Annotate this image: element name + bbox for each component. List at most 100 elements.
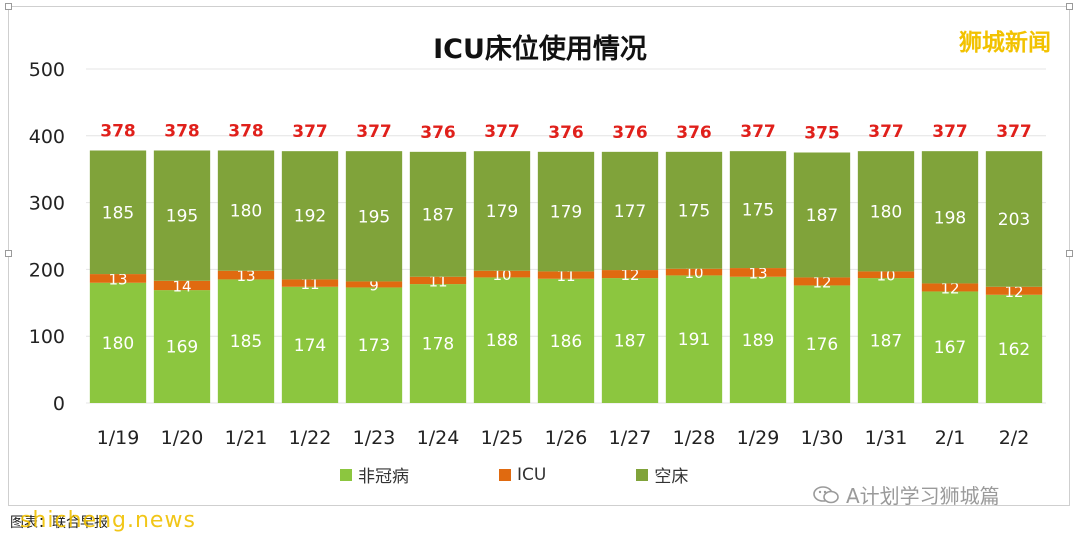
x-tick-label: 1/28 xyxy=(673,427,716,449)
total-label: 376 xyxy=(420,123,456,143)
data-label-non-covid: 186 xyxy=(550,332,582,352)
bar-stack: 169 14 195 378 xyxy=(153,121,211,403)
total-label: 377 xyxy=(356,122,392,142)
bar-segment-empty xyxy=(409,151,467,277)
data-label-empty: 179 xyxy=(486,202,518,222)
y-tick-label: 0 xyxy=(53,393,65,415)
data-label-icu: 13 xyxy=(108,270,127,288)
bar-segment-empty xyxy=(601,151,659,271)
bar-segment-icu xyxy=(729,268,787,277)
x-tick-label: 1/31 xyxy=(865,427,908,449)
bar-segment-icu xyxy=(921,283,979,292)
y-tick-label: 200 xyxy=(29,259,65,281)
bar-segment-empty xyxy=(89,150,147,275)
x-tick-label: 1/30 xyxy=(801,427,844,449)
total-label: 377 xyxy=(932,122,968,142)
bar-segment-empty xyxy=(217,150,275,271)
resize-handle-right-mid[interactable] xyxy=(1066,250,1073,257)
data-label-icu: 11 xyxy=(300,275,319,293)
bar-segment-non-covid xyxy=(217,279,275,403)
bar-segment-non-covid xyxy=(601,278,659,403)
data-label-empty: 192 xyxy=(294,206,326,226)
brand-logo-text: 狮城新闻 xyxy=(959,30,1051,56)
bar-segment-empty xyxy=(473,151,531,271)
chart-title: ICU床位使用情况 xyxy=(433,34,647,65)
data-label-non-covid: 191 xyxy=(678,330,710,350)
data-label-icu: 14 xyxy=(172,277,191,295)
data-label-empty: 195 xyxy=(166,207,198,227)
data-label-non-covid: 167 xyxy=(934,338,966,358)
legend-label-icu: ICU xyxy=(517,464,547,485)
x-tick-label: 2/2 xyxy=(999,427,1030,449)
bar-segment-icu xyxy=(857,271,915,279)
bar-segment-icu xyxy=(473,270,531,278)
bar-segment-non-covid xyxy=(857,278,915,403)
bar-segment-empty xyxy=(793,152,851,278)
y-tick-label: 100 xyxy=(29,326,65,348)
bar-segment-non-covid xyxy=(89,282,147,403)
total-label: 375 xyxy=(804,124,840,144)
bars: 180 13 185 378 169 14 195 378 185 13 180 378 174 11 19… xyxy=(89,121,1043,403)
data-label-icu: 11 xyxy=(428,272,447,290)
bar-segment-non-covid xyxy=(921,291,979,403)
x-tick-label: 1/25 xyxy=(481,427,524,449)
total-label: 378 xyxy=(164,121,200,141)
bar-stack: 178 11 187 376 xyxy=(409,123,467,403)
data-label-icu: 13 xyxy=(748,264,767,282)
legend: 非冠病 ICU 空床 xyxy=(340,462,688,487)
data-label-empty: 177 xyxy=(614,202,646,222)
bar-segment-non-covid xyxy=(537,278,595,403)
legend-swatch-icu xyxy=(499,468,511,481)
bar-segment-non-covid xyxy=(729,276,787,403)
bar-segment-non-covid xyxy=(793,285,851,403)
resize-handle-left-mid[interactable] xyxy=(5,250,12,257)
site-watermark: shicheng.news xyxy=(20,508,196,533)
bar-segment-empty xyxy=(345,151,403,282)
x-axis-ticks: 1/19 1/20 1/21 1/22 1/23 1/24 1/25 1/26 1/27 1/28… xyxy=(97,427,1030,449)
y-tick-label: 500 xyxy=(29,59,65,81)
data-label-empty: 187 xyxy=(422,205,454,225)
resize-handle-top-right[interactable] xyxy=(1066,3,1073,10)
wechat-watermark: A计划学习狮城篇 xyxy=(812,480,1000,509)
data-label-empty: 180 xyxy=(870,202,902,222)
bar-segment-icu xyxy=(409,276,467,285)
resize-handle-top-left[interactable] xyxy=(5,3,12,10)
bar-segment-icu xyxy=(281,279,339,287)
bar-stack: 176 12 187 375 xyxy=(793,124,851,403)
total-label: 378 xyxy=(100,121,136,141)
bar-segment-non-covid xyxy=(665,275,723,403)
data-label-non-covid: 162 xyxy=(998,340,1030,360)
data-label-empty: 195 xyxy=(358,207,390,227)
bar-segment-icu xyxy=(665,268,723,276)
y-tick-label: 300 xyxy=(29,193,65,215)
legend-swatch-non-covid xyxy=(340,468,352,481)
bar-segment-non-covid xyxy=(281,286,339,403)
data-label-icu: 11 xyxy=(556,267,575,285)
bar-segment-empty xyxy=(153,150,211,281)
bar-segment-icu xyxy=(537,271,595,279)
x-tick-label: 1/20 xyxy=(161,427,204,449)
bar-segment-empty xyxy=(665,151,723,269)
bar-segment-icu xyxy=(217,270,275,280)
bar-stack: 180 13 185 378 xyxy=(89,121,147,403)
bar-stack: 167 12 198 377 xyxy=(921,122,979,403)
data-label-icu: 12 xyxy=(812,273,831,291)
bar-segment-non-covid xyxy=(473,277,531,403)
wechat-watermark-text: A计划学习狮城篇 xyxy=(846,484,1000,508)
data-label-empty: 203 xyxy=(998,210,1030,230)
bar-segment-non-covid xyxy=(153,290,211,403)
data-label-non-covid: 187 xyxy=(870,332,902,352)
bar-segment-empty xyxy=(985,151,1043,287)
total-label: 377 xyxy=(868,122,904,142)
data-label-icu: 12 xyxy=(620,266,639,284)
bar-segment-empty xyxy=(921,151,979,284)
data-label-icu: 12 xyxy=(1004,283,1023,301)
bar-segment-icu xyxy=(153,280,211,291)
wechat-icon xyxy=(813,485,839,503)
data-label-icu: 13 xyxy=(236,267,255,285)
bar-stack: 162 12 203 377 xyxy=(985,122,1043,403)
x-tick-label: 1/27 xyxy=(609,427,652,449)
bar-segment-non-covid xyxy=(409,284,467,403)
